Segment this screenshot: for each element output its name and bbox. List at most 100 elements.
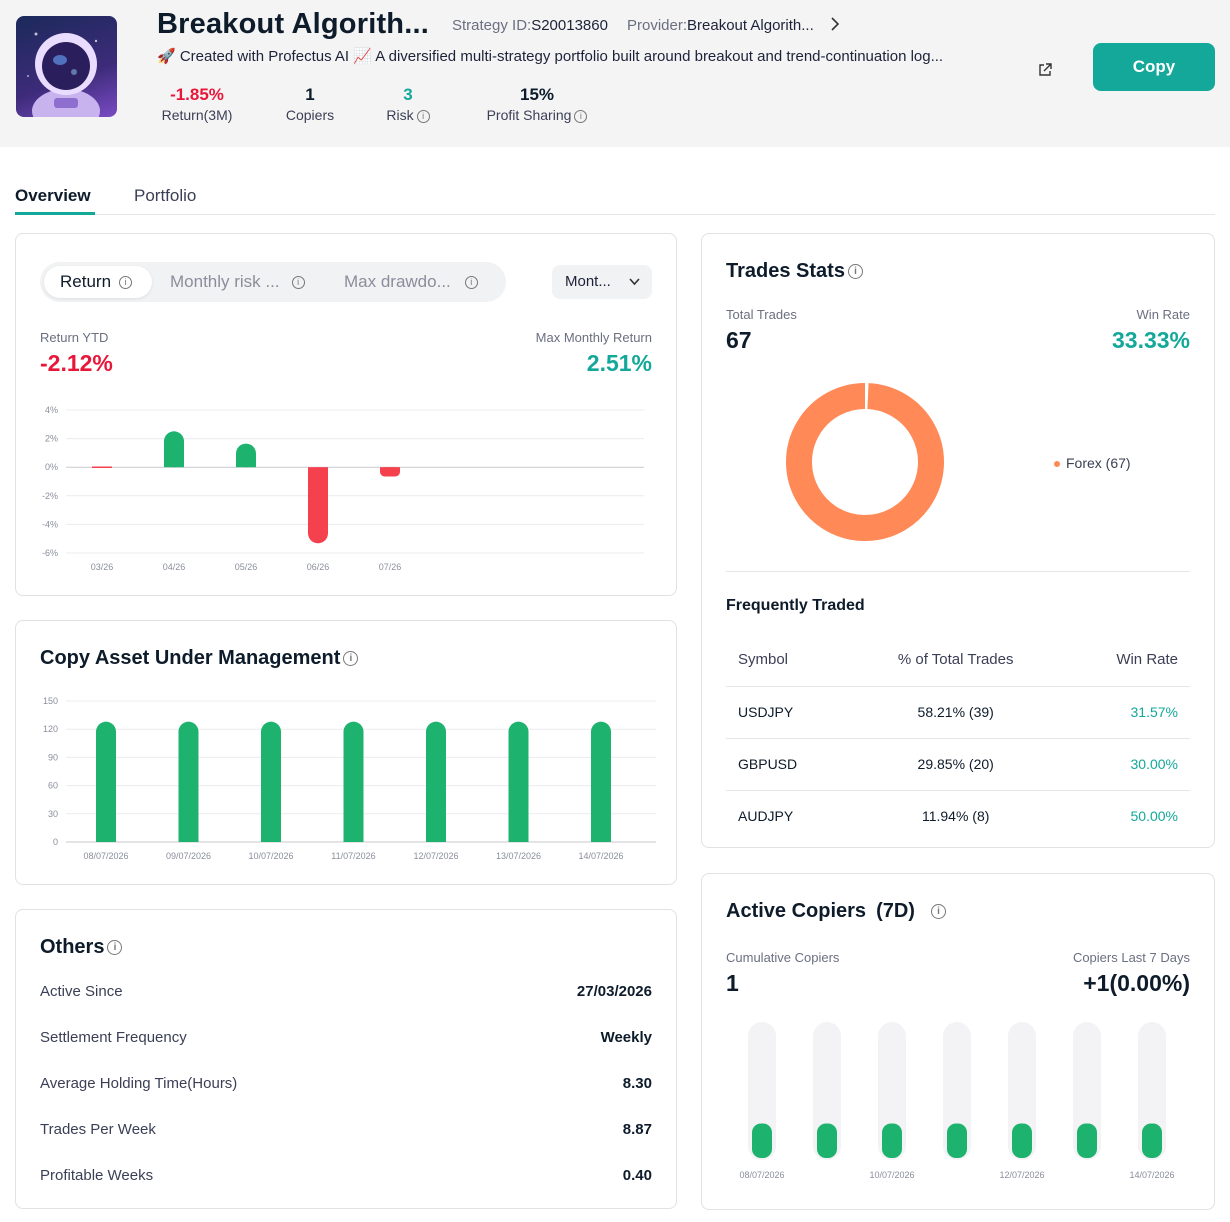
bar-track <box>878 1022 906 1160</box>
settlement-frequency-value: Weekly <box>600 1029 652 1046</box>
legend-dot <box>1054 461 1060 468</box>
chevron-right-icon[interactable] <box>830 17 840 36</box>
bar <box>947 1123 967 1158</box>
copiers-bar-chart: 08/07/2026 10/07/2026 12/07/2026 14/07/2026 <box>739 1022 1175 1180</box>
bar-base <box>426 830 446 842</box>
tab-portfolio[interactable]: Portfolio <box>134 186 197 205</box>
table-row: USDJPY 58.21% (39) 31.57% <box>726 686 1190 739</box>
max-monthly-return-label: Max Monthly Return <box>535 330 652 345</box>
info-icon[interactable]: i <box>119 276 133 290</box>
info-icon[interactable]: i <box>107 940 123 956</box>
x-tick-label: 06/26 <box>307 562 330 572</box>
info-icon[interactable]: i <box>291 276 305 290</box>
bar <box>817 1123 837 1158</box>
stat-profit-sharing: 15% Profit Sharing i <box>478 85 596 123</box>
bar-track <box>748 1022 776 1160</box>
segment-return[interactable]: Return i <box>44 266 152 298</box>
x-tick-label: 10/07/2026 <box>869 1170 914 1180</box>
table-header-row: Symbol % of Total Trades Win Rate <box>726 634 1190 687</box>
bar-base <box>508 830 529 842</box>
info-icon[interactable]: i <box>464 276 478 290</box>
bar <box>426 721 446 842</box>
trades-stats-card: Trades Stats i Total Trades 67 Win Rate 3… <box>701 233 1215 848</box>
period-dropdown[interactable]: Mont... <box>552 265 652 299</box>
trades-donut-chart <box>786 383 944 541</box>
bar-track <box>1008 1022 1036 1160</box>
segment-monthly-risk[interactable]: Monthly risk ... i <box>154 266 324 298</box>
table-row: AUDJPY 11.94% (8) 50.00% <box>738 808 1178 825</box>
x-tick-label: 07/26 <box>379 562 402 572</box>
strategy-title: Breakout Algorith... <box>157 8 429 40</box>
bar-base <box>261 830 281 842</box>
bar-base <box>236 457 256 468</box>
y-tick-label: -4% <box>42 519 58 529</box>
frequently-traded-table: Symbol % of Total Trades Win Rate USDJPY… <box>726 634 1190 842</box>
y-tick-label: 30 <box>48 809 58 819</box>
return-ytd-value: -2.12% <box>40 350 113 376</box>
bar <box>178 721 199 842</box>
y-tick-label: -6% <box>42 548 58 558</box>
strategy-description: 🚀 Created with Profectus AI 📈 A diversif… <box>157 48 944 65</box>
x-tick-label: 13/07/2026 <box>496 851 541 861</box>
y-tick-label: -2% <box>42 491 58 501</box>
info-icon[interactable]: i <box>574 109 588 123</box>
y-tick-label: 0 <box>53 837 58 847</box>
bar <box>508 721 529 842</box>
bar <box>308 467 328 544</box>
bar <box>1012 1123 1032 1158</box>
bar-track <box>813 1022 841 1160</box>
y-tick-label: 150 <box>43 696 58 706</box>
others-card: Others i Active Since 27/03/2026 Settleme… <box>15 909 677 1209</box>
info-icon[interactable]: i <box>416 109 430 123</box>
y-tick-label: 60 <box>48 781 58 791</box>
trades-stats-title: Trades Stats i <box>726 260 863 283</box>
stat-copiers: 1 Copiers <box>285 85 335 123</box>
info-icon[interactable]: i <box>847 264 863 280</box>
y-tick-label: 120 <box>43 724 58 734</box>
chart-mode-switch: Return i Monthly risk ... i Max drawdo... i <box>40 262 506 302</box>
aum-bar-chart: 150 120 90 60 30 0 08/07/2026 09/07/2026 10/07/2… <box>43 696 656 861</box>
external-link-icon[interactable] <box>1037 62 1053 78</box>
strategy-id: Strategy ID:S20013860 <box>452 17 608 34</box>
profitable-weeks-value: 0.40 <box>622 1167 652 1184</box>
max-monthly-return-value: 2.51% <box>586 350 652 376</box>
bar-track <box>1138 1022 1166 1160</box>
total-trades-value: 67 <box>726 327 752 353</box>
segment-max-drawdown[interactable]: Max drawdo... i <box>328 266 504 298</box>
info-icon[interactable]: i <box>343 651 359 667</box>
x-tick-label: 14/07/2026 <box>578 851 623 861</box>
bar-track <box>943 1022 971 1160</box>
tab-overview[interactable]: Overview <box>15 186 91 205</box>
profitable-weeks-label: Profitable Weeks <box>40 1167 154 1184</box>
info-icon[interactable]: i <box>930 904 946 920</box>
bar <box>96 721 116 842</box>
strategy-header: Breakout Algorith... Strategy ID:S200138… <box>0 0 1230 147</box>
bar <box>882 1123 902 1158</box>
x-tick-label: 12/07/2026 <box>999 1170 1044 1180</box>
active-since-label: Active Since <box>40 983 123 1000</box>
table-row: GBPUSD 29.85% (20) 30.00% <box>726 738 1190 791</box>
bar-track <box>1073 1022 1101 1160</box>
x-tick-label: 08/07/2026 <box>739 1170 784 1180</box>
bar <box>1142 1123 1162 1158</box>
return-bar-chart: 4% 2% 0% -2% -4% -6% 03/26 04/26 05/26 06/26 07/26 <box>42 405 644 572</box>
tab-divider <box>15 214 1215 215</box>
bar-base <box>380 467 400 472</box>
trades-per-week-value: 8.87 <box>622 1121 652 1138</box>
copy-button[interactable]: Copy <box>1093 43 1215 91</box>
frequently-traded-title: Frequently Traded <box>726 597 865 614</box>
bar-base <box>308 467 328 478</box>
active-copiers-card: Active Copiers (7D) i Cumulative Copiers 1… <box>701 873 1215 1210</box>
tab-active-indicator <box>15 212 95 215</box>
donut-legend: Forex (67) <box>1054 455 1131 471</box>
total-trades-label: Total Trades <box>726 307 797 322</box>
x-tick-label: 04/26 <box>163 562 186 572</box>
provider-link[interactable]: Provider:Breakout Algorith... <box>627 17 814 34</box>
bar-base <box>178 830 199 842</box>
y-tick-label: 2% <box>45 434 58 444</box>
chevron-down-icon <box>629 265 640 299</box>
bar-base <box>96 830 116 842</box>
y-tick-label: 0% <box>45 462 58 472</box>
x-tick-label: 05/26 <box>235 562 258 572</box>
strategy-avatar <box>16 16 117 117</box>
